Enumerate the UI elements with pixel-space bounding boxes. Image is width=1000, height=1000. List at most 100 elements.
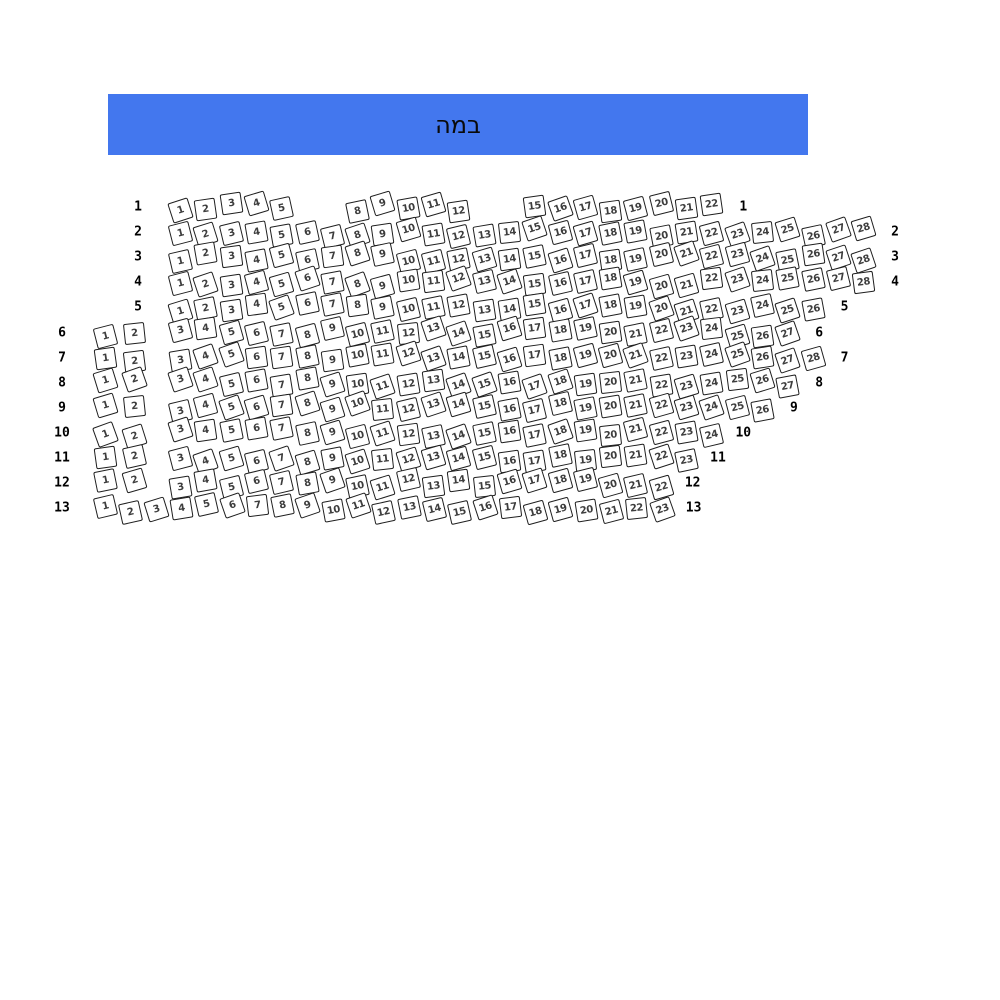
seat[interactable]: 1 — [92, 421, 119, 449]
seat[interactable]: 10 — [320, 497, 346, 523]
seat[interactable]: 17 — [572, 292, 599, 319]
seat[interactable]: 14 — [446, 345, 472, 370]
seat[interactable]: 22 — [699, 243, 725, 269]
seat[interactable]: 8 — [294, 322, 320, 349]
seat[interactable]: 10 — [344, 390, 372, 418]
seat[interactable]: 7 — [320, 244, 345, 269]
seat[interactable]: 9 — [370, 273, 396, 300]
seat[interactable]: 7 — [245, 493, 269, 517]
seat[interactable]: 4 — [244, 292, 269, 317]
seat[interactable]: 4 — [192, 392, 219, 419]
seat[interactable]: 1 — [93, 467, 118, 493]
seat[interactable]: 20 — [598, 320, 623, 345]
seat[interactable]: 23 — [724, 298, 751, 325]
seat[interactable]: 3 — [168, 475, 193, 500]
seat[interactable]: 23 — [674, 420, 699, 446]
seat[interactable]: 24 — [750, 268, 775, 292]
seat[interactable]: 17 — [498, 495, 523, 519]
seat[interactable]: 22 — [700, 266, 724, 291]
seat[interactable]: 16 — [497, 449, 522, 473]
seat[interactable]: 4 — [244, 219, 269, 245]
seat[interactable]: 13 — [420, 345, 447, 372]
seat[interactable]: 10 — [395, 296, 421, 323]
seat[interactable]: 16 — [497, 419, 522, 444]
seat[interactable]: 17 — [572, 268, 598, 294]
seat[interactable]: 5 — [268, 293, 296, 321]
seat[interactable]: 1 — [92, 493, 119, 519]
seat[interactable]: 4 — [193, 418, 218, 443]
seat[interactable]: 21 — [622, 342, 650, 370]
seat[interactable]: 20 — [598, 394, 623, 419]
seat[interactable]: 7 — [269, 393, 294, 418]
seat[interactable]: 9 — [294, 491, 322, 519]
seat[interactable]: 24 — [699, 342, 725, 368]
seat[interactable]: 21 — [623, 417, 649, 443]
seat[interactable]: 22 — [625, 496, 649, 520]
seat[interactable]: 27 — [775, 374, 800, 399]
seat[interactable]: 24 — [699, 423, 725, 449]
seat[interactable]: 20 — [598, 371, 623, 395]
seat[interactable]: 15 — [471, 421, 497, 447]
seat[interactable]: 18 — [546, 368, 574, 395]
seat[interactable]: 26 — [750, 324, 775, 349]
seat[interactable]: 18 — [522, 499, 549, 526]
seat[interactable]: 17 — [572, 242, 598, 268]
seat[interactable]: 16 — [547, 270, 573, 296]
seat[interactable]: 3 — [219, 298, 243, 323]
seat[interactable]: 5 — [218, 418, 244, 444]
seat[interactable]: 3 — [167, 366, 194, 393]
seat[interactable]: 9 — [318, 466, 346, 494]
seat[interactable]: 25 — [774, 215, 801, 243]
seat[interactable]: 11 — [421, 295, 446, 320]
seat[interactable]: 20 — [648, 273, 675, 300]
seat[interactable]: 5 — [268, 242, 295, 269]
seat[interactable]: 8 — [270, 492, 295, 518]
seat[interactable]: 22 — [647, 442, 675, 470]
seat[interactable]: 4 — [193, 467, 218, 493]
seat[interactable]: 13 — [471, 268, 497, 294]
seat[interactable]: 5 — [269, 195, 295, 221]
seat[interactable]: 11 — [371, 398, 395, 422]
seat[interactable]: 11 — [369, 420, 397, 448]
seat[interactable]: 12 — [396, 423, 421, 447]
seat[interactable]: 25 — [775, 266, 800, 291]
seat[interactable]: 9 — [370, 222, 395, 246]
seat[interactable]: 24 — [700, 316, 724, 341]
seat[interactable]: 18 — [598, 266, 623, 291]
seat[interactable]: 22 — [648, 346, 674, 372]
seat[interactable]: 19 — [623, 218, 649, 244]
seat[interactable]: 17 — [572, 194, 599, 220]
seat[interactable]: 9 — [320, 445, 345, 471]
seat[interactable]: 13 — [472, 298, 497, 323]
seat[interactable]: 13 — [421, 368, 446, 393]
seat[interactable]: 16 — [496, 346, 523, 373]
seat[interactable]: 10 — [344, 424, 371, 450]
seat[interactable]: 19 — [623, 246, 649, 272]
seat[interactable]: 7 — [319, 292, 345, 317]
seat[interactable]: 4 — [243, 189, 270, 217]
seat[interactable]: 12 — [446, 199, 471, 223]
seat[interactable]: 16 — [546, 194, 574, 222]
seat[interactable]: 18 — [547, 318, 573, 343]
seat[interactable]: 27 — [825, 243, 852, 271]
seat[interactable]: 13 — [421, 474, 446, 498]
seat[interactable]: 19 — [622, 269, 649, 296]
seat[interactable]: 17 — [522, 398, 548, 424]
seat[interactable]: 1 — [92, 367, 119, 394]
seat[interactable]: 4 — [192, 343, 220, 370]
seat[interactable]: 18 — [547, 346, 573, 371]
seat[interactable]: 6 — [243, 468, 270, 494]
seat[interactable]: 16 — [496, 315, 523, 342]
seat[interactable]: 13 — [420, 315, 447, 342]
seat[interactable]: 5 — [218, 371, 244, 398]
seat[interactable]: 9 — [369, 189, 396, 217]
seat[interactable]: 27 — [774, 347, 802, 374]
seat[interactable]: 4 — [169, 496, 194, 521]
seat[interactable]: 24 — [698, 394, 726, 422]
seat[interactable]: 14 — [496, 268, 523, 295]
seat[interactable]: 27 — [824, 215, 852, 243]
seat[interactable]: 17 — [522, 316, 547, 341]
seat[interactable]: 15 — [522, 243, 548, 269]
seat[interactable]: 26 — [750, 345, 775, 370]
seat[interactable]: 8 — [294, 470, 320, 496]
